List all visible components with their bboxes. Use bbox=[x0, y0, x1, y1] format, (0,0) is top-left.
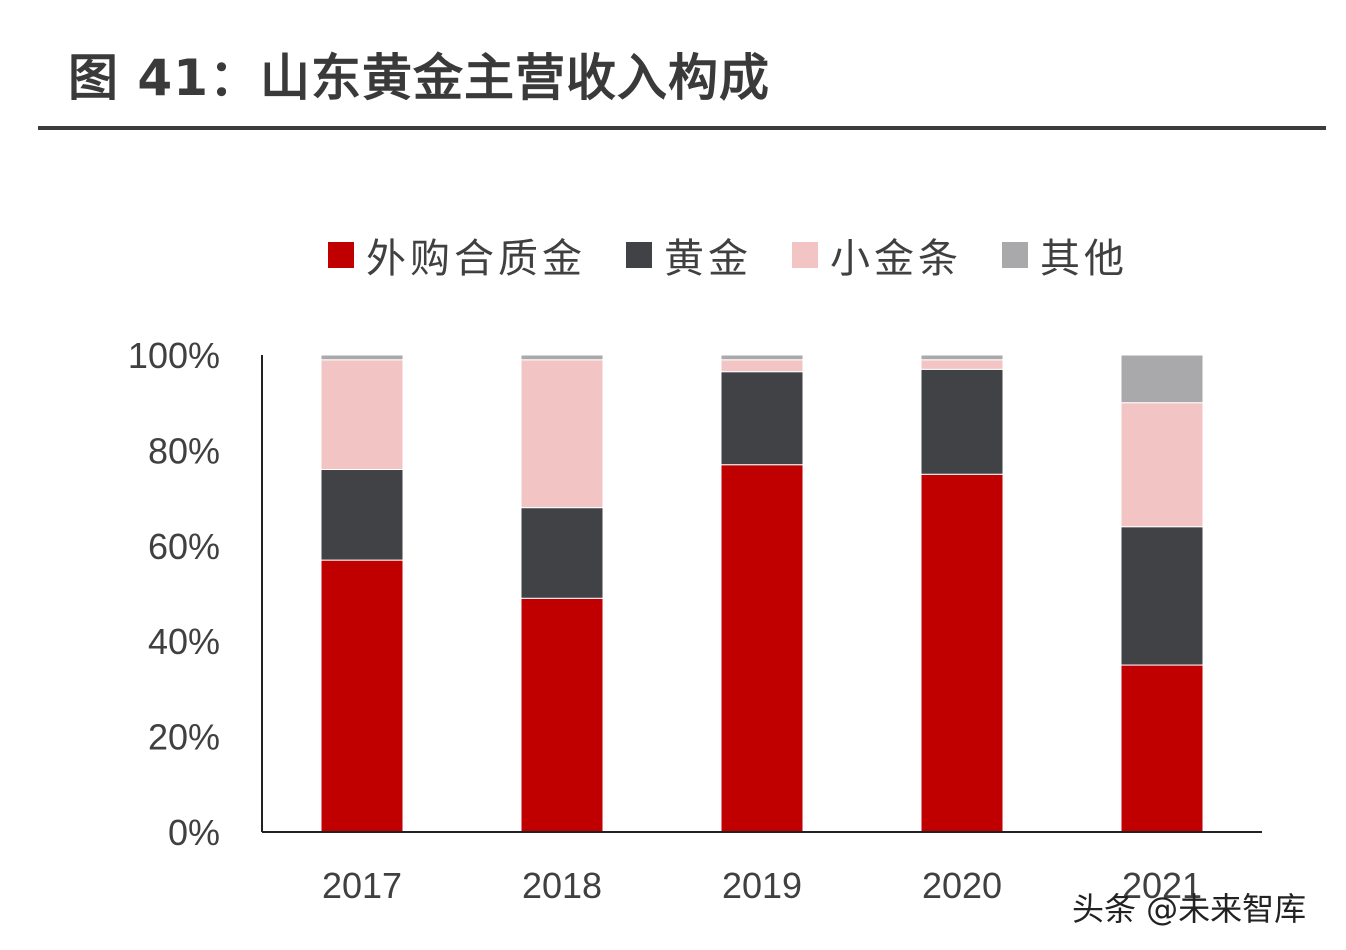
legend-label: 黄金 bbox=[664, 236, 752, 282]
watermark: 头条 @未来智库 bbox=[1072, 890, 1307, 928]
bar-segment-2 bbox=[1120, 402, 1204, 528]
legend-item: 小金条 bbox=[792, 226, 962, 284]
x-tick-label: 2021 bbox=[1122, 865, 1202, 906]
x-tick-label: 2019 bbox=[722, 865, 802, 906]
y-tick-label: 100% bbox=[128, 335, 220, 376]
y-tick-label: 40% bbox=[148, 621, 220, 662]
legend-label: 外购合质金 bbox=[366, 236, 586, 282]
chart-legend: 外购合质金 黄金 小金条 其他 bbox=[328, 226, 1168, 284]
y-tick-label: 20% bbox=[148, 717, 220, 758]
legend-item: 黄金 bbox=[626, 226, 752, 284]
bar-segment-2 bbox=[720, 359, 804, 373]
bar-segment-1 bbox=[720, 371, 804, 466]
y-tick-label: 80% bbox=[148, 430, 220, 471]
bar-segment-3 bbox=[920, 354, 1004, 361]
bar-segment-0 bbox=[720, 464, 804, 833]
legend-swatch bbox=[792, 242, 818, 268]
legend-item: 其他 bbox=[1002, 226, 1128, 284]
bar-segment-2 bbox=[520, 359, 604, 509]
bar-segment-0 bbox=[320, 559, 404, 833]
x-tick-label: 2017 bbox=[322, 865, 402, 906]
y-tick-label: 60% bbox=[148, 526, 220, 567]
bar-segment-2 bbox=[320, 359, 404, 470]
bar-segment-3 bbox=[720, 354, 804, 361]
y-tick-label: 0% bbox=[168, 812, 220, 853]
figure-title: 图 41：山东黄金主营收入构成 bbox=[68, 49, 770, 107]
bar-segment-1 bbox=[320, 468, 404, 561]
bar-segment-2 bbox=[920, 359, 1004, 370]
bar-segment-3 bbox=[520, 354, 604, 361]
bar-segment-1 bbox=[520, 507, 604, 599]
legend-label: 其他 bbox=[1040, 236, 1128, 282]
x-tick-label: 2020 bbox=[922, 865, 1002, 906]
bar-segment-3 bbox=[320, 354, 404, 361]
legend-swatch bbox=[626, 242, 652, 268]
bar-segment-3 bbox=[1120, 354, 1204, 404]
bar-segment-0 bbox=[920, 473, 1004, 833]
x-tick-label: 2018 bbox=[522, 865, 602, 906]
bar-segment-1 bbox=[920, 368, 1004, 475]
legend-swatch bbox=[328, 242, 354, 268]
bar-segment-1 bbox=[1120, 526, 1204, 666]
bar-segment-0 bbox=[1120, 664, 1204, 833]
legend-swatch bbox=[1002, 242, 1028, 268]
legend-item: 外购合质金 bbox=[328, 226, 586, 284]
bar-segment-0 bbox=[520, 597, 604, 833]
title-rule bbox=[38, 126, 1326, 130]
legend-label: 小金条 bbox=[830, 236, 962, 282]
